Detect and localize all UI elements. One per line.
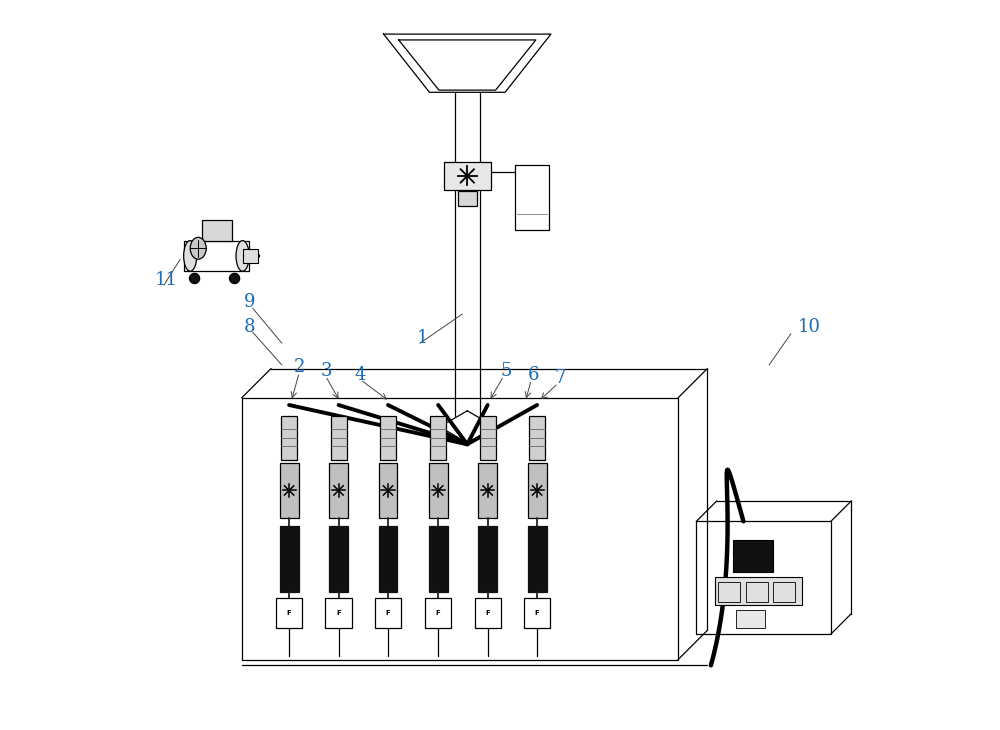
Polygon shape [440, 411, 495, 443]
Polygon shape [384, 34, 551, 92]
Bar [478, 463, 497, 518]
Text: 9: 9 [244, 293, 256, 311]
Text: 3: 3 [321, 362, 333, 380]
Bar [202, 220, 232, 241]
Text: 8: 8 [244, 318, 256, 337]
Bar [718, 582, 740, 602]
Text: F: F [436, 610, 441, 616]
Text: F: F [336, 610, 341, 616]
Ellipse shape [184, 241, 197, 271]
Text: 1: 1 [416, 329, 428, 347]
Bar [528, 463, 547, 518]
Bar [243, 249, 258, 264]
Bar [475, 598, 501, 629]
Bar [280, 526, 299, 592]
Ellipse shape [229, 273, 240, 283]
Bar [379, 463, 397, 518]
Bar [184, 241, 249, 271]
Ellipse shape [189, 273, 200, 283]
Bar [733, 539, 773, 572]
Text: F: F [485, 610, 490, 616]
Text: F: F [287, 610, 291, 616]
Text: 7: 7 [555, 369, 566, 387]
Text: 4: 4 [355, 366, 366, 383]
Bar [480, 416, 496, 460]
Text: 10: 10 [798, 318, 821, 337]
Bar [458, 191, 477, 206]
Bar [478, 526, 497, 592]
Bar [329, 463, 348, 518]
Bar [429, 463, 448, 518]
Bar [696, 521, 831, 634]
Bar [515, 165, 549, 231]
Bar [736, 610, 765, 629]
Bar [329, 526, 348, 592]
Bar [380, 416, 396, 460]
Text: F: F [535, 610, 539, 616]
Bar [528, 526, 547, 592]
Bar [444, 162, 491, 190]
Ellipse shape [236, 241, 249, 271]
Bar [746, 582, 768, 602]
Bar [715, 577, 802, 605]
Text: 11: 11 [155, 271, 178, 289]
Text: 6: 6 [528, 366, 539, 383]
Bar [375, 598, 401, 629]
Text: 5: 5 [500, 362, 511, 380]
Bar [529, 416, 545, 460]
Bar [430, 416, 446, 460]
Bar [325, 598, 352, 629]
Bar [524, 598, 550, 629]
Bar [425, 598, 451, 629]
Bar [280, 463, 299, 518]
Bar [331, 416, 347, 460]
Bar [379, 526, 397, 592]
Bar [429, 526, 448, 592]
Bar [281, 416, 297, 460]
Text: 2: 2 [294, 358, 306, 376]
Bar [773, 582, 795, 602]
Bar [242, 398, 678, 659]
Ellipse shape [190, 237, 206, 259]
Text: F: F [386, 610, 390, 616]
Bar [276, 598, 302, 629]
